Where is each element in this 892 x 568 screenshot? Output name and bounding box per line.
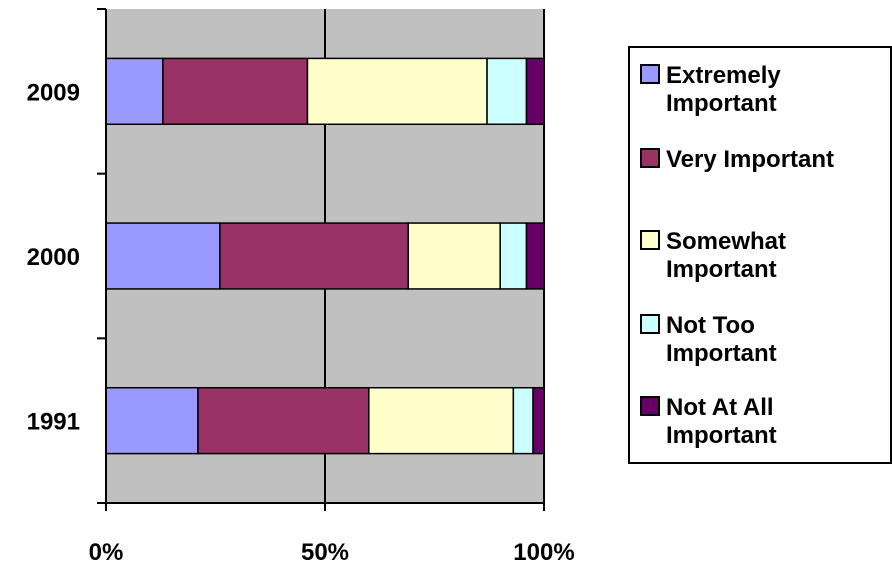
legend-item-not-too-important: Not Too Important <box>640 312 826 368</box>
x-tick-label: 100% <box>513 539 574 566</box>
bar-segment <box>162 57 309 126</box>
bar-segment <box>368 386 515 455</box>
bar-segment <box>512 386 534 455</box>
legend-item-somewhat-important: Somewhat Important <box>640 228 826 284</box>
legend-label: Somewhat Important <box>666 228 787 283</box>
legend-swatch <box>640 314 660 334</box>
legend-swatch <box>640 148 660 168</box>
x-tick-label: 0% <box>89 539 124 566</box>
bar-segment <box>105 386 199 455</box>
bar-segment <box>499 222 528 290</box>
category-label: 1991 <box>27 409 80 436</box>
legend-label: Not At All Important <box>666 394 777 449</box>
legend: Extremely Important Very Important Somew… <box>628 46 892 464</box>
legend-swatch <box>640 230 660 250</box>
bar-segment <box>219 222 409 290</box>
legend-item-extremely-important: Extremely Important <box>640 62 876 118</box>
legend-item-not-at-all-important: Not At All Important <box>640 394 826 450</box>
bar-segment <box>525 222 545 290</box>
x-tick-label: 50% <box>301 539 349 566</box>
bar-segment <box>306 57 488 126</box>
legend-swatch <box>640 64 660 84</box>
bar-segment <box>532 386 545 455</box>
legend-swatch <box>640 396 660 416</box>
bar-segment <box>486 57 528 126</box>
category-label: 2000 <box>27 244 80 271</box>
legend-label: Not Too Important <box>666 312 777 367</box>
legend-label: Very Important <box>666 146 835 173</box>
bar-segment <box>105 57 164 126</box>
legend-item-very-important: Very Important <box>640 146 892 174</box>
bar-segment <box>105 222 221 290</box>
category-label: 2009 <box>27 79 80 106</box>
bar-segment <box>197 386 370 455</box>
bar-segment <box>525 57 545 126</box>
legend-label: Extremely Important <box>666 62 781 117</box>
bar-segment <box>407 222 501 290</box>
